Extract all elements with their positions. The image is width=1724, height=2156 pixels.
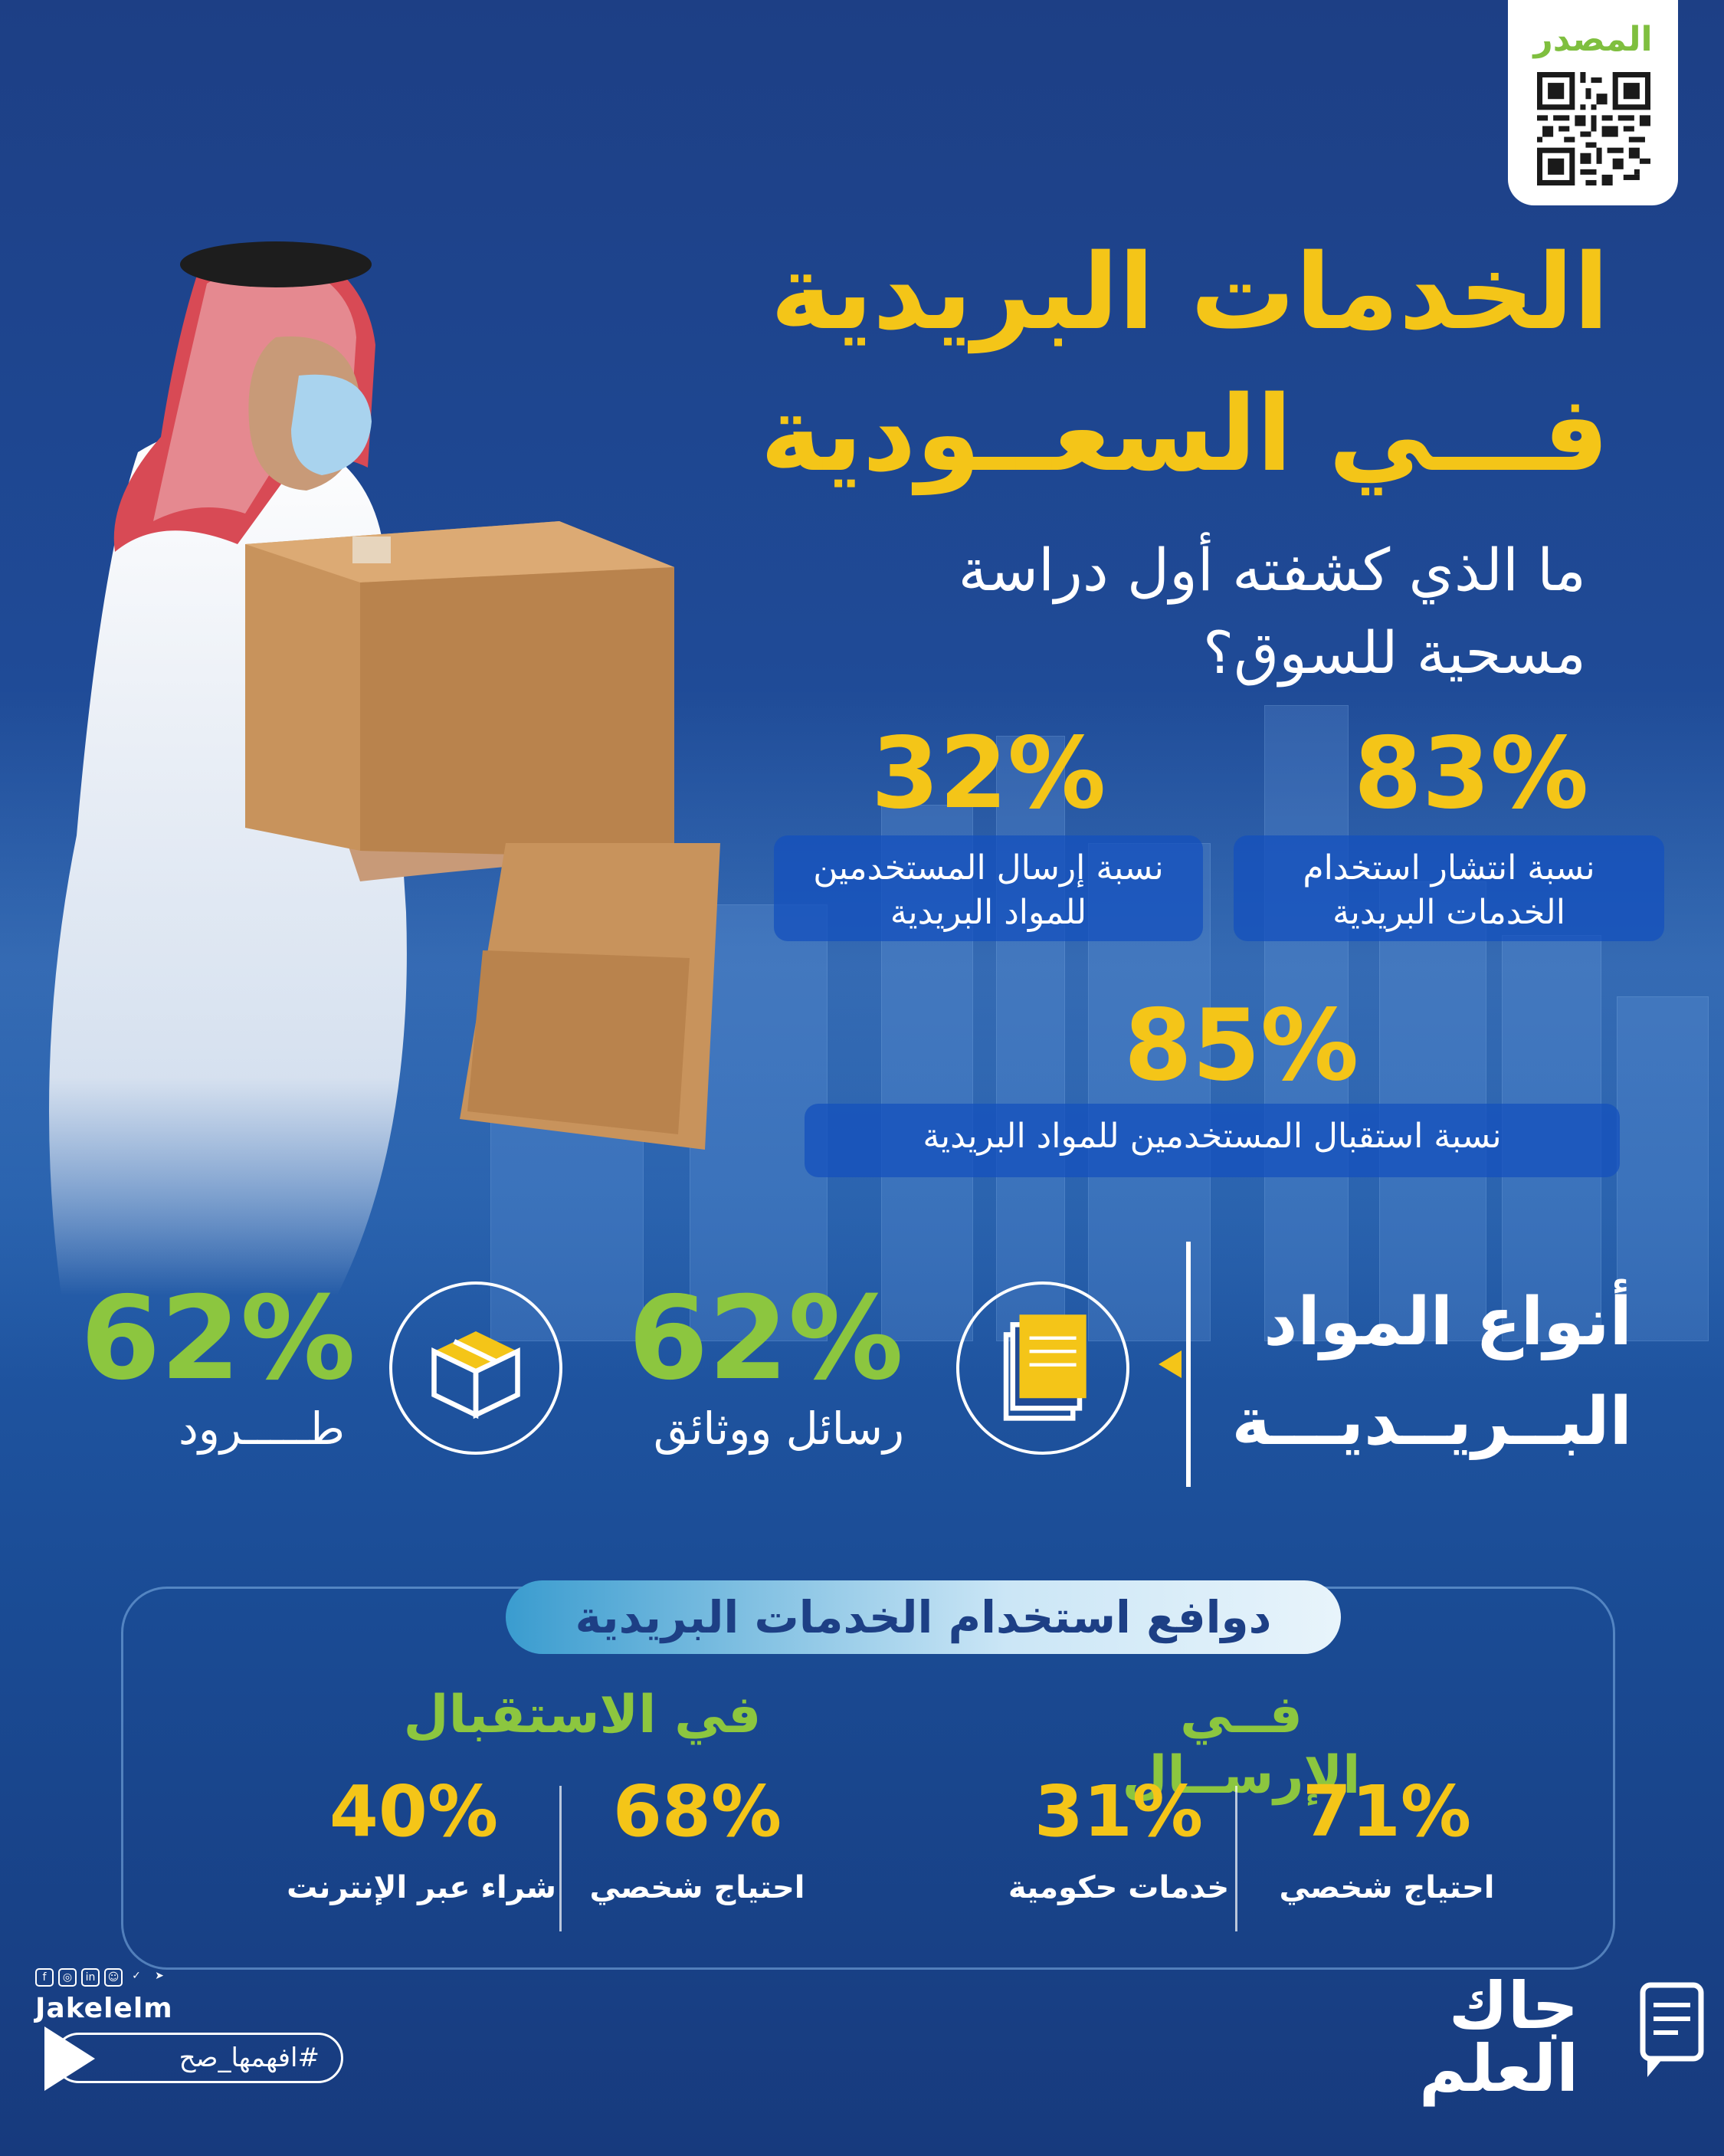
section-divider-line [1186,1242,1191,1487]
linkedin-icon[interactable]: in [81,1968,100,1987]
stat-usage-label: نسبة انتشار استخدام الخدمات البريدية [1234,835,1664,941]
stat-usage-label-line1: نسبة انتشار استخدام [1303,848,1595,888]
page-title: الخدمات البريدية فـــي السعــودية [760,222,1609,506]
receiving-personal-value: 68% [612,1770,782,1852]
snapchat-icon[interactable]: ☺ [104,1968,123,1987]
sending-government-label: خدمات حكومية [1008,1870,1230,1905]
brand-chat-icon [1640,1982,1704,2077]
parcel-box-icon [431,1331,520,1419]
sending-government-value: 31% [1034,1770,1204,1852]
receiving-online-value: 40% [329,1770,499,1852]
source-label: المصدر [1533,20,1653,59]
type-documents-value: 62% [628,1272,904,1406]
logo-line2: العلم [1419,2031,1578,2106]
section-pointer-arrow [1159,1350,1182,1378]
parcel-icon-circle [389,1281,562,1455]
receiving-divider [559,1786,562,1931]
types-title-line2: البــريــديـــة [1231,1383,1632,1460]
type-parcels-value: 62% [80,1272,356,1406]
stat-usage-label-line2: الخدمات البريدية [1332,893,1565,932]
documents-icon-circle [956,1281,1129,1455]
brand-logo-text: جاك العلم [1419,1968,1578,2106]
stat-receiving-label: نسبة استقبال المستخدمين للمواد البريدية [805,1104,1620,1177]
receiving-personal-label: احتياج شخصي [589,1870,805,1905]
receiving-online-label: شراء عبر الإنترنت [287,1870,556,1905]
stat-usage-value: 83% [1353,717,1589,831]
page-subtitle: ما الذي كشفته أول دراسة مسحية للسوق؟ [743,529,1586,694]
sending-divider [1235,1786,1237,1931]
facebook-icon[interactable]: f [35,1968,54,1987]
telegram-icon[interactable]: ➤ [155,1970,164,1982]
type-documents-label: رسائل ووثائق [653,1403,904,1455]
stat-sending-value: 32% [870,717,1106,831]
sending-group-title: فــي الإرســال [1122,1685,1361,1806]
stat-receiving-value: 85% [1123,989,1359,1103]
cardboard-box-illustration [245,521,720,1150]
account-handle[interactable]: Jakelelm [35,1993,173,2024]
title-line-2: فـــي السعــودية [760,374,1609,495]
stat-receiving-label-line1: نسبة استقبال المستخدمين للمواد البريدية [923,1117,1502,1156]
type-parcels-label: طـــــرود [179,1403,345,1455]
title-line-1: الخدمات البريدية [770,232,1609,353]
instagram-icon[interactable]: ◎ [58,1968,77,1987]
source-box[interactable]: المصدر [1508,0,1678,205]
receiving-group-title: في الاستقبال [403,1685,762,1745]
subtitle-line-1: ما الذي كشفته أول دراسة [958,536,1586,604]
documents-icon [1003,1314,1087,1421]
subtitle-line-2: مسحية للسوق؟ [1202,619,1586,687]
motives-title: دوافع استخدام الخدمات البريدية [506,1580,1341,1654]
hashtag[interactable]: #افهمها_صح [54,2033,343,2083]
twitter-icon[interactable]: ✓ [132,1970,141,1982]
stat-sending-label-line1: نسبة إرسال المستخدمين [813,848,1164,888]
sending-personal-value: 71% [1302,1770,1472,1852]
types-title-line1: أنواع المواد [1264,1284,1632,1360]
logo-line1: جاك [1448,1968,1578,2043]
types-section-title: أنواع المواد البــريــديـــة [1231,1272,1632,1472]
stat-sending-label: نسبة إرسال المستخدمين للمواد البريدية [774,835,1203,941]
qr-code-icon[interactable] [1537,72,1650,185]
stat-sending-label-line2: للمواد البريدية [890,893,1087,932]
social-icons: f ◎ in ☺ ✓ ➤ [35,1968,169,1988]
sending-personal-label: احتياج شخصي [1279,1870,1495,1905]
play-icon[interactable] [44,2026,95,2091]
